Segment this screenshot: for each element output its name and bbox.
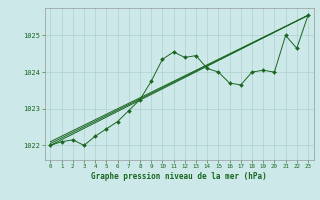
X-axis label: Graphe pression niveau de la mer (hPa): Graphe pression niveau de la mer (hPa): [91, 172, 267, 181]
